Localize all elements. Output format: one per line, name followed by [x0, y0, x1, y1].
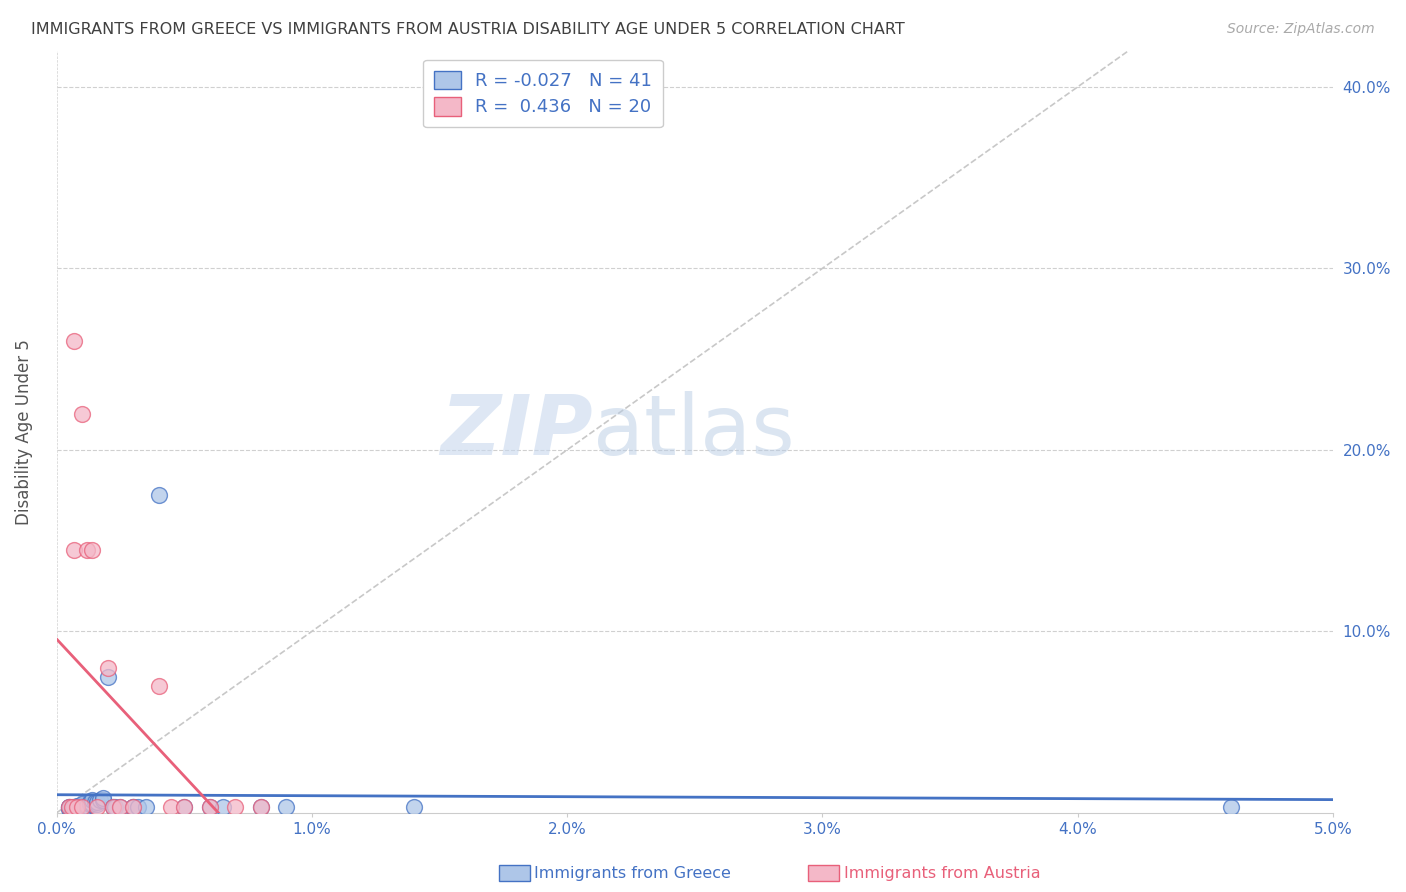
- Point: [211, 800, 233, 814]
- Point: [135, 800, 157, 814]
- Text: IMMIGRANTS FROM GREECE VS IMMIGRANTS FROM AUSTRIA DISABILITY AGE UNDER 5 CORRELA: IMMIGRANTS FROM GREECE VS IMMIGRANTS FRO…: [31, 22, 904, 37]
- Point: [91, 793, 114, 807]
- Point: [66, 800, 89, 814]
- Point: [86, 797, 108, 811]
- Text: atlas: atlas: [592, 392, 794, 472]
- Point: [58, 800, 80, 814]
- Point: [122, 800, 145, 814]
- Point: [249, 800, 271, 814]
- Point: [82, 797, 104, 811]
- Text: Source: ZipAtlas.com: Source: ZipAtlas.com: [1227, 22, 1375, 37]
- Point: [148, 488, 170, 502]
- Point: [66, 802, 89, 816]
- Point: [198, 800, 221, 814]
- Point: [60, 802, 83, 816]
- Text: ZIP: ZIP: [440, 392, 592, 472]
- Point: [58, 802, 80, 816]
- Point: [79, 795, 101, 809]
- Point: [79, 797, 101, 811]
- Point: [148, 679, 170, 693]
- Point: [76, 798, 98, 813]
- Point: [63, 542, 86, 557]
- Point: [70, 797, 93, 811]
- Point: [66, 800, 89, 814]
- Point: [60, 800, 83, 814]
- Y-axis label: Disability Age Under 5: Disability Age Under 5: [15, 339, 32, 524]
- Point: [97, 670, 120, 684]
- Point: [224, 800, 246, 814]
- Point: [70, 798, 93, 813]
- Legend: R = -0.027   N = 41, R =  0.436   N = 20: R = -0.027 N = 41, R = 0.436 N = 20: [423, 60, 664, 128]
- Point: [101, 800, 124, 814]
- Point: [70, 800, 93, 814]
- Point: [97, 660, 120, 674]
- Point: [83, 795, 105, 809]
- Point: [70, 800, 93, 814]
- Point: [122, 800, 145, 814]
- Point: [173, 800, 195, 814]
- Point: [76, 542, 98, 557]
- Point: [104, 800, 127, 814]
- Text: Immigrants from Austria: Immigrants from Austria: [844, 866, 1040, 880]
- Point: [63, 334, 86, 348]
- Point: [60, 802, 83, 816]
- Point: [86, 800, 108, 814]
- Point: [101, 800, 124, 814]
- Point: [69, 800, 91, 814]
- Point: [70, 407, 93, 421]
- Text: Immigrants from Greece: Immigrants from Greece: [534, 866, 731, 880]
- Point: [58, 800, 80, 814]
- Point: [76, 798, 98, 813]
- Point: [110, 800, 132, 814]
- Point: [63, 800, 86, 814]
- Point: [160, 800, 183, 814]
- Point: [82, 542, 104, 557]
- Point: [127, 800, 149, 814]
- Point: [82, 793, 104, 807]
- Point: [91, 791, 114, 805]
- Point: [198, 800, 221, 814]
- Point: [86, 795, 108, 809]
- Point: [58, 800, 80, 814]
- Point: [173, 800, 195, 814]
- Point: [1219, 800, 1241, 814]
- Point: [110, 800, 132, 814]
- Point: [402, 800, 425, 814]
- Point: [89, 793, 111, 807]
- Point: [122, 800, 145, 814]
- Point: [249, 800, 271, 814]
- Point: [66, 798, 89, 813]
- Point: [276, 800, 298, 814]
